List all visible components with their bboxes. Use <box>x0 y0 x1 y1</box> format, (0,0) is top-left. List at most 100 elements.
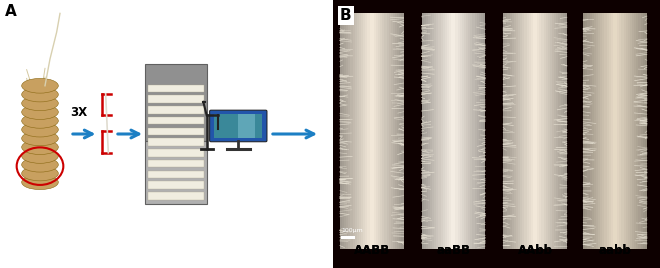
Bar <box>522 13 525 249</box>
Bar <box>148 106 204 114</box>
Text: aabb: aabb <box>599 244 632 257</box>
Bar <box>382 13 384 249</box>
Bar <box>556 13 558 249</box>
Bar <box>617 13 619 249</box>
Text: 3X: 3X <box>70 106 87 119</box>
Bar <box>592 13 594 249</box>
Text: 100μm: 100μm <box>341 228 363 233</box>
Bar <box>622 13 624 249</box>
Bar <box>510 13 512 249</box>
Bar <box>624 13 626 249</box>
Bar <box>630 13 632 249</box>
Bar <box>148 171 204 178</box>
Bar <box>632 13 634 249</box>
Bar <box>148 84 204 92</box>
Bar <box>641 13 643 249</box>
Bar <box>453 13 455 249</box>
Bar <box>541 13 544 249</box>
Bar <box>357 13 359 249</box>
Bar <box>340 13 342 249</box>
Bar <box>393 13 395 249</box>
Bar <box>370 13 372 249</box>
Ellipse shape <box>22 78 58 93</box>
Bar <box>148 95 204 103</box>
Ellipse shape <box>22 87 58 102</box>
Bar <box>342 13 344 249</box>
Bar <box>512 13 513 249</box>
Bar <box>527 13 529 249</box>
Bar <box>238 114 255 138</box>
Ellipse shape <box>22 105 58 120</box>
Bar <box>422 13 424 249</box>
Bar <box>378 13 380 249</box>
Bar <box>352 13 354 249</box>
Bar <box>428 13 430 249</box>
Bar <box>372 13 374 249</box>
Bar <box>449 13 451 249</box>
Text: AABB: AABB <box>354 244 390 257</box>
Bar <box>607 13 609 249</box>
Bar <box>441 13 443 249</box>
Bar <box>558 13 560 249</box>
Bar <box>537 13 539 249</box>
Bar <box>368 13 370 249</box>
Bar <box>603 13 605 249</box>
Bar <box>611 13 613 249</box>
Bar <box>544 13 546 249</box>
Text: AABB: AABB <box>354 244 390 257</box>
Bar <box>598 13 600 249</box>
Bar <box>615 13 617 249</box>
Bar <box>447 13 449 249</box>
Bar <box>451 13 453 249</box>
Bar <box>366 13 368 249</box>
Bar <box>424 13 426 249</box>
Bar <box>479 13 481 249</box>
Bar <box>587 13 589 249</box>
Bar <box>148 181 204 189</box>
Ellipse shape <box>22 140 58 155</box>
Bar <box>455 13 457 249</box>
Bar <box>594 13 596 249</box>
Bar <box>436 13 438 249</box>
Bar <box>359 13 361 249</box>
Bar <box>645 13 647 249</box>
Bar <box>535 13 537 249</box>
Bar <box>483 13 485 249</box>
Text: B: B <box>340 8 352 23</box>
Text: aaBB: aaBB <box>436 244 471 257</box>
FancyBboxPatch shape <box>210 110 267 142</box>
Bar <box>583 13 585 249</box>
Bar <box>344 13 346 249</box>
Bar <box>506 13 508 249</box>
Bar <box>462 13 464 249</box>
Bar <box>600 13 603 249</box>
Bar <box>609 13 611 249</box>
Bar <box>363 13 366 249</box>
Bar <box>643 13 645 249</box>
Bar <box>148 117 204 124</box>
Bar <box>589 13 592 249</box>
Bar <box>148 160 204 167</box>
Bar <box>350 13 352 249</box>
Bar <box>518 13 520 249</box>
Ellipse shape <box>22 166 58 181</box>
Bar <box>380 13 382 249</box>
Bar <box>397 13 399 249</box>
Bar <box>443 13 445 249</box>
Bar <box>457 13 460 249</box>
Text: AAbb: AAbb <box>517 244 552 257</box>
Bar <box>546 13 548 249</box>
Bar <box>508 13 510 249</box>
Bar <box>481 13 483 249</box>
Bar <box>384 13 387 249</box>
Ellipse shape <box>22 122 58 137</box>
Bar <box>145 64 207 141</box>
Bar <box>361 13 363 249</box>
Text: aabb: aabb <box>599 244 632 257</box>
Bar <box>432 13 434 249</box>
Bar <box>560 13 562 249</box>
Bar <box>473 13 475 249</box>
Bar <box>475 13 477 249</box>
Bar <box>389 13 391 249</box>
Bar <box>552 13 554 249</box>
